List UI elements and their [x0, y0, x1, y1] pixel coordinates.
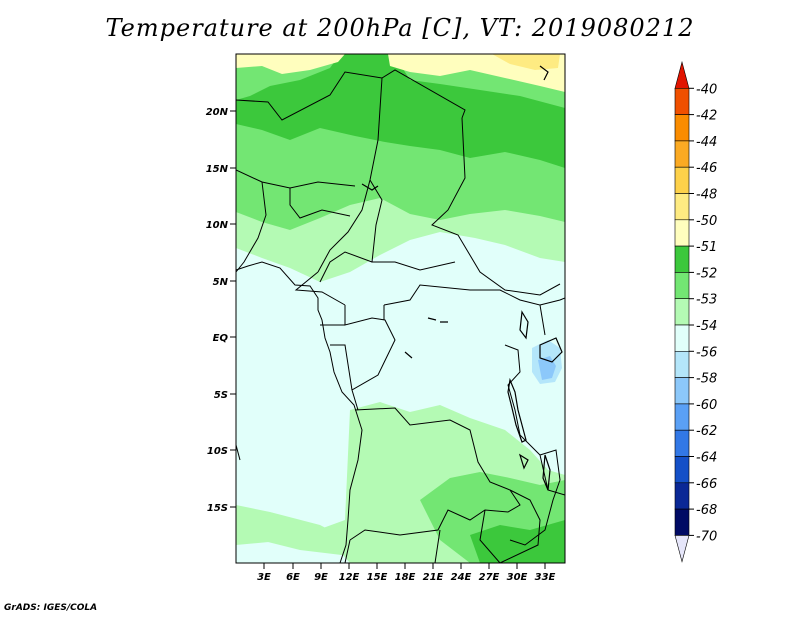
lon-label-15e: 15E — [367, 572, 388, 583]
colorbar-swatch — [674, 429, 690, 457]
lon-label-18e: 18E — [395, 572, 416, 583]
latitude-labels: 20N 15N 10N 5N EQ 5S 10S 15S — [206, 107, 229, 514]
colorbar-label: -48 — [696, 188, 717, 203]
colorbar-swatch — [674, 403, 690, 431]
colorbar-swatch — [674, 114, 690, 142]
lon-label-9e: 9E — [314, 572, 328, 583]
colorbar-swatch — [674, 60, 690, 89]
lon-label-6e: 6E — [286, 572, 300, 583]
lon-label-33e: 33E — [535, 572, 556, 583]
colorbar-label: -40 — [696, 82, 717, 97]
colorbar-label: -64 — [696, 451, 717, 466]
colorbar-label: -66 — [696, 477, 717, 492]
colorbar-swatch — [674, 456, 690, 484]
lat-label-10s: 10S — [207, 446, 228, 457]
axis-ticks — [230, 110, 546, 569]
colorbar-swatch — [674, 535, 690, 563]
colorbar-label: -68 — [696, 503, 717, 518]
lon-label-24e: 24E — [451, 572, 472, 583]
map-title: Temperature at 200hPa [C], VT: 201908021… — [105, 14, 695, 42]
lat-label-15n: 15N — [206, 164, 229, 175]
lat-label-eq: EQ — [213, 333, 229, 344]
colorbar-labels: -40 -42 -44 -46 -48 -50 -51 -52 -53 -54 -56 -58 -60 -… — [689, 82, 717, 544]
colorbar-label: -70 — [696, 529, 717, 544]
colorbar-label: -46 — [696, 161, 717, 176]
colorbar-label: -56 — [696, 345, 717, 360]
colorbar-label: -54 — [696, 319, 717, 334]
colorbar-label: -58 — [696, 372, 717, 387]
colorbar-swatch — [674, 88, 690, 115]
colorbar-label: -42 — [696, 109, 717, 124]
field-minus-52-south — [470, 520, 565, 563]
colorbar-swatch — [674, 298, 690, 326]
lat-label-5s: 5S — [214, 390, 228, 401]
longitude-labels: 3E 6E 9E 12E 15E 18E 21E 24E 27E 30E 33E — [257, 572, 555, 583]
field-minus-50-north — [492, 54, 560, 70]
colorbar-swatch — [674, 377, 690, 405]
colorbar-label: -52 — [696, 266, 717, 281]
colorbar-swatch — [674, 350, 690, 378]
map-frame — [235, 53, 566, 564]
lat-label-20n: 20N — [206, 107, 229, 118]
colorbar-label: -44 — [696, 135, 717, 150]
colorbar-label: -53 — [696, 293, 717, 308]
colorbar-label: -62 — [696, 424, 717, 439]
colorbar-swatch — [674, 482, 690, 510]
colorbar-swatch — [674, 166, 690, 194]
grads-credit: GrADS: IGES/COLA — [4, 603, 98, 613]
colorbar-label: -51 — [696, 240, 717, 255]
lakes — [361, 65, 563, 491]
lat-label-5n: 5N — [213, 277, 229, 288]
map-panel — [236, 54, 565, 563]
lon-label-21e: 21E — [423, 572, 444, 583]
colorbar-swatch — [674, 272, 690, 299]
lat-label-10n: 10N — [206, 220, 229, 231]
lat-label-15s: 15S — [207, 503, 228, 514]
field-minus-54-southwest-streak — [236, 505, 350, 556]
lon-label-30e: 30E — [507, 572, 528, 583]
colorbar-swatch — [674, 193, 690, 221]
colorbar — [674, 60, 690, 563]
lon-label-27e: 27E — [479, 572, 500, 583]
coastline — [236, 261, 363, 563]
colorbar-swatch — [674, 324, 690, 352]
colorbar-swatch — [674, 219, 690, 247]
colorbar-swatch — [674, 245, 690, 273]
country-borders — [236, 69, 565, 563]
colorbar-swatch — [674, 508, 690, 536]
lon-label-3e: 3E — [257, 572, 271, 583]
colorbar-label: -50 — [696, 214, 717, 229]
field-minus-51-north — [236, 54, 565, 92]
lon-label-12e: 12E — [339, 572, 360, 583]
colorbar-label: -60 — [696, 398, 717, 413]
colorbar-swatch — [674, 140, 690, 168]
